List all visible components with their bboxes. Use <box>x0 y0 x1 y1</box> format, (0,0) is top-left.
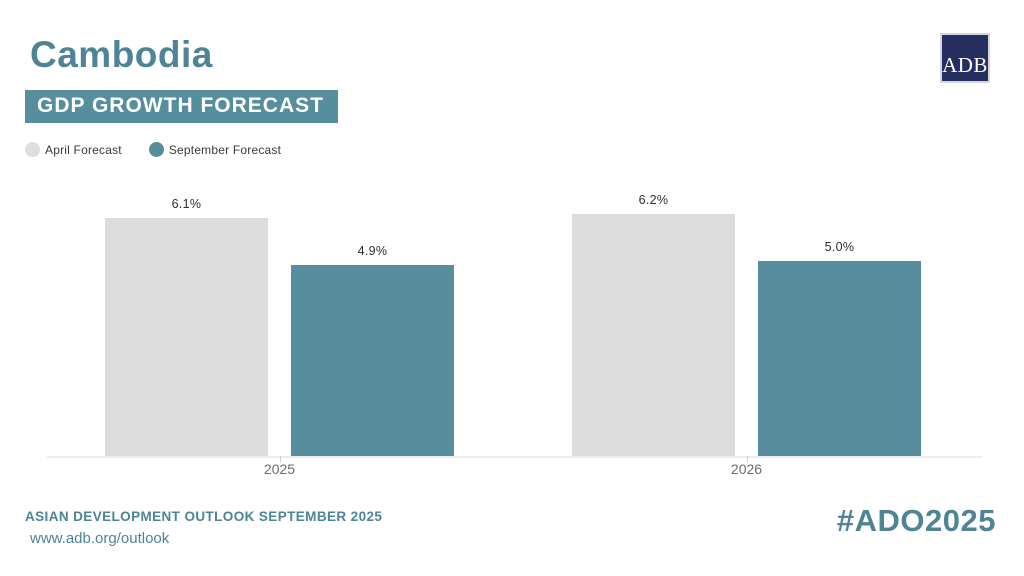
subtitle-badge: GDP GROWTH FORECAST <box>25 90 338 123</box>
x-axis-tick <box>279 456 281 462</box>
april-forecast-swatch-icon <box>25 142 40 157</box>
x-axis-label-2025: 2025 <box>263 461 296 477</box>
bar-september-forecast-2025 <box>291 265 454 456</box>
x-axis-tick <box>746 456 748 462</box>
x-axis-label-2026: 2026 <box>730 461 763 477</box>
plot-area: 6.1% 4.9% 2025 6.2% 5.0% 2026 <box>47 190 982 477</box>
september-forecast-swatch-icon <box>148 142 164 157</box>
bar-value-label: 4.9% <box>357 244 388 258</box>
bar-value-label: 6.2% <box>638 193 669 207</box>
adb-logo: ADB <box>940 33 990 83</box>
bar-april-forecast-2026 <box>572 214 735 456</box>
footer-url: www.adb.org/outlook <box>30 530 170 547</box>
legend-item-september: September Forecast <box>148 142 282 157</box>
legend-label-september: September Forecast <box>168 142 282 157</box>
bar-september-forecast-2026 <box>758 261 921 456</box>
chart-legend: April Forecast September Forecast <box>25 142 281 157</box>
bar-april-forecast-2025 <box>105 218 268 456</box>
footer-hashtag: #ADO2025 <box>836 503 996 538</box>
bar-value-label: 6.1% <box>171 197 202 211</box>
footer-publication: ASIAN DEVELOPMENT OUTLOOK SEPTEMBER 2025 <box>25 509 383 524</box>
bar-value-label: 5.0% <box>824 240 855 254</box>
legend-item-april: April Forecast <box>25 142 122 157</box>
legend-label-april: April Forecast <box>45 142 122 157</box>
x-axis-line <box>47 456 982 458</box>
adb-logo-text: ADB <box>942 53 988 77</box>
page-title: Cambodia <box>30 34 213 75</box>
